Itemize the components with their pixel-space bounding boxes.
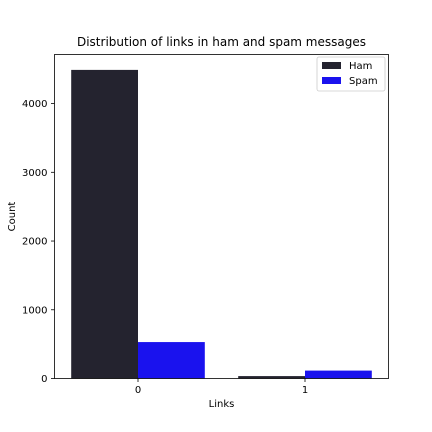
y-tick-label: 0 [41,374,47,385]
y-tick-label: 2000 [22,237,47,248]
bar-spam-0 [138,342,205,379]
bars-group [71,69,372,379]
bar-spam-1 [305,370,372,379]
y-tick-label: 3000 [22,168,47,179]
plot-frame [54,54,389,379]
y-tick-label: 4000 [22,99,47,110]
x-axis-label: Links [209,399,235,410]
chart-title: Distribution of links in ham and spam me… [77,35,366,49]
x-tick-label: 0 [135,385,141,396]
legend-label-spam: Spam [349,76,378,87]
legend-swatch-ham [322,62,341,69]
x-tick-label: 1 [302,385,308,396]
y-tick-label: 1000 [22,305,47,316]
legend: Ham Spam [316,56,386,92]
y-axis-label: Count [7,202,18,232]
bar-ham-1 [238,376,305,379]
y-axis: 0 1000 2000 3000 4000 [22,99,55,385]
legend-swatch-spam [322,77,341,84]
bar-ham-0 [71,69,138,379]
legend-label-ham: Ham [349,61,372,72]
